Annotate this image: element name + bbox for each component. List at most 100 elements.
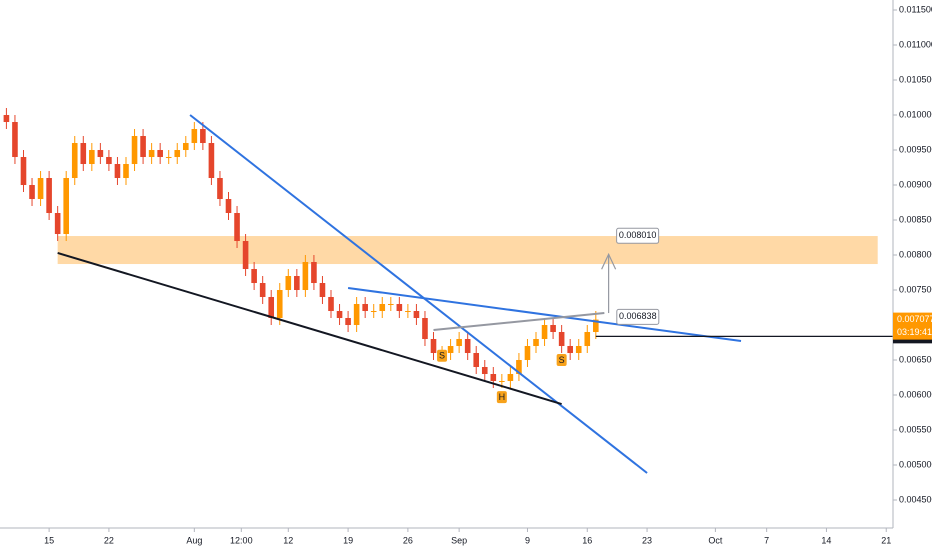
candle-body — [80, 143, 87, 165]
candle-body — [558, 332, 565, 347]
candle-body — [29, 185, 35, 200]
candle-body — [584, 332, 591, 347]
x-tick-label: 15 — [44, 535, 54, 545]
candle-body — [97, 150, 104, 158]
candle-body — [217, 178, 223, 200]
candle-body — [225, 199, 232, 214]
pattern-marker — [496, 391, 507, 404]
x-tick-label: 19 — [343, 535, 353, 545]
x-tick-label: 16 — [582, 535, 592, 545]
candle-body — [259, 283, 266, 298]
x-tick-label: 12:00 — [230, 535, 253, 545]
candle-body — [499, 381, 505, 383]
x-tick-label: 7 — [764, 535, 769, 545]
candle-body — [550, 325, 556, 333]
candle-body — [114, 164, 121, 179]
candle-body — [362, 304, 368, 312]
x-tick-label: 14 — [821, 535, 831, 545]
candle-body — [71, 143, 78, 179]
candle-body — [481, 367, 488, 375]
arrow-label-box — [616, 227, 660, 244]
x-tick-label: 26 — [403, 535, 413, 545]
pattern-marker-label: S — [559, 355, 565, 365]
candle-body — [208, 143, 215, 179]
candle-body — [20, 157, 27, 186]
candle-body — [422, 318, 428, 340]
candle-body — [413, 311, 420, 319]
pattern-marker — [556, 354, 567, 367]
x-tick-label: 21 — [881, 535, 891, 545]
candle-body — [3, 115, 10, 123]
candle-body — [46, 178, 52, 214]
last-price-badge — [893, 312, 932, 340]
candle-body — [63, 178, 70, 235]
candle-body — [456, 339, 462, 347]
y-tick-label: 0.011500 — [899, 4, 932, 14]
x-tick-label: 12 — [283, 535, 293, 545]
candle-body — [37, 178, 44, 200]
candle-body — [516, 360, 522, 375]
x-tick-label: Oct — [708, 535, 723, 545]
candle-body — [251, 269, 257, 284]
trend-line — [347, 286, 742, 343]
candle-body — [148, 150, 155, 158]
candle-body — [567, 346, 573, 354]
candle-body — [140, 136, 146, 158]
candle-body — [157, 150, 163, 158]
candle-body — [294, 276, 300, 291]
arrow-head — [601, 252, 617, 270]
candle-body — [302, 262, 309, 291]
pattern-marker-label: S — [439, 351, 445, 361]
candle-body — [370, 311, 377, 313]
candle-body — [575, 346, 582, 354]
candle-body — [447, 346, 454, 354]
pattern-marker — [437, 349, 448, 362]
arrow-label: 0.008010 — [619, 230, 657, 240]
candle-body — [165, 157, 172, 159]
x-tick-label: Aug — [186, 535, 202, 545]
candle-body — [524, 346, 531, 361]
candle-body — [396, 304, 403, 312]
trend-line — [57, 252, 562, 405]
candle-body — [353, 304, 360, 326]
candle-body — [311, 262, 317, 284]
candle-body — [285, 276, 292, 291]
candle-body — [191, 129, 198, 144]
candle-body — [54, 213, 61, 235]
candle-body — [533, 339, 539, 347]
candle-body — [123, 164, 129, 179]
candle-body — [430, 339, 437, 354]
x-tick-label: Sep — [451, 535, 467, 545]
candle-body — [242, 241, 249, 270]
x-tick-label: 23 — [642, 535, 652, 545]
price-label-box — [616, 308, 660, 325]
x-tick-label: 9 — [525, 535, 530, 545]
candle-body — [593, 319, 599, 333]
pattern-marker-label: H — [499, 392, 506, 402]
trend-line — [189, 114, 648, 474]
candle-body — [174, 150, 181, 158]
candle-body — [336, 311, 343, 319]
candle-body — [268, 297, 275, 319]
plot-area: 0.006838 0.008010 S H S — [3, 108, 893, 474]
candle-body — [131, 136, 138, 165]
countdown: 03:19:41 — [897, 327, 932, 337]
price-label: 0.006838 — [619, 311, 657, 321]
candle-body — [106, 157, 112, 165]
trend-line — [433, 312, 605, 331]
candle-body — [379, 304, 386, 312]
candle-body — [276, 290, 283, 319]
last-price: 0.007077 — [897, 314, 932, 324]
candle-body — [490, 374, 497, 382]
candle-body — [319, 283, 326, 298]
